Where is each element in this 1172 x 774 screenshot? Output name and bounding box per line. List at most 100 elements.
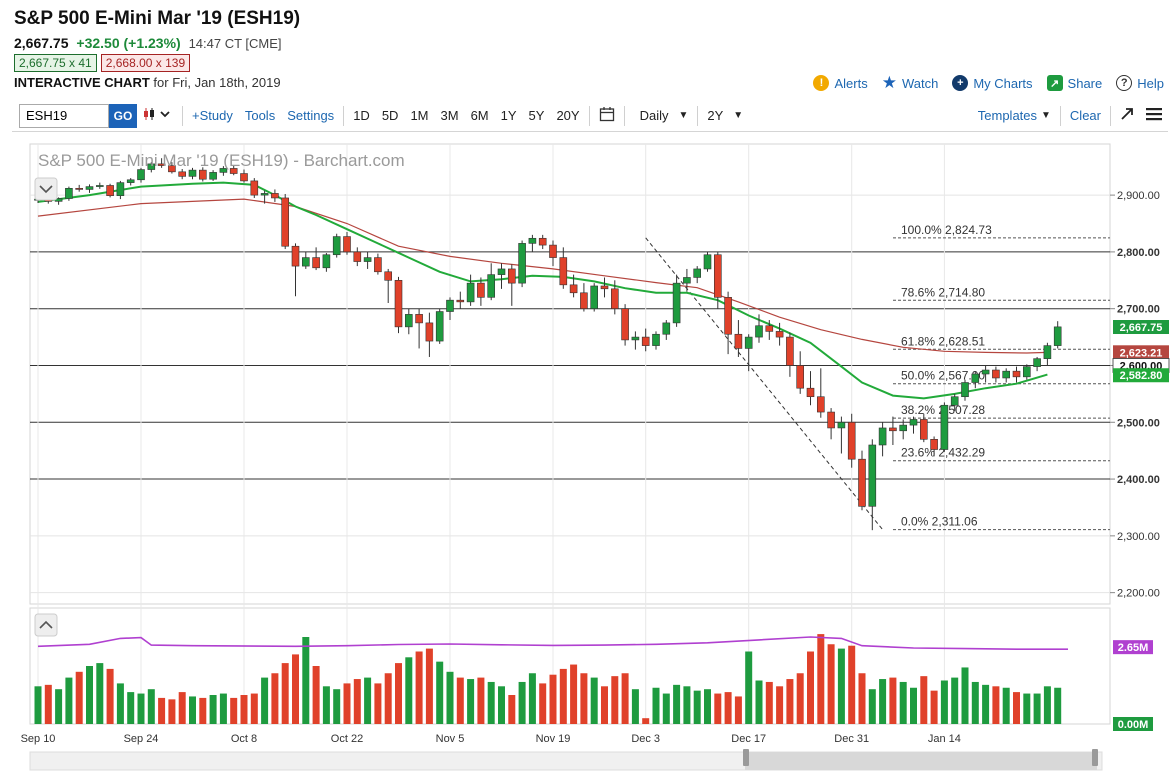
y-tick-label: 2,300.00 <box>1117 531 1160 543</box>
collapse-volume-button[interactable] <box>34 613 58 637</box>
candle-down <box>374 257 382 273</box>
chart-area[interactable]: 100.0% 2,824.73 78.6% 2,714.80 61.8% 2,628… <box>0 140 1172 774</box>
period-20y[interactable]: 20Y <box>556 108 580 123</box>
divider <box>182 105 183 126</box>
share-label: Share <box>1067 75 1103 91</box>
calendar-button[interactable] <box>593 106 621 125</box>
candle-down <box>796 365 805 389</box>
candle-down <box>786 336 794 366</box>
range-handle-right[interactable] <box>1092 749 1098 766</box>
volume-bar <box>549 674 557 724</box>
candle-up <box>435 311 444 342</box>
candle-down <box>415 314 423 324</box>
period-6m[interactable]: 6M <box>470 108 489 123</box>
candle-up <box>981 369 990 375</box>
period-1d[interactable]: 1D <box>353 108 370 123</box>
range-scrollbar[interactable] <box>29 749 1103 771</box>
candle-up <box>126 179 135 183</box>
candle-up <box>899 424 908 432</box>
period-3m[interactable]: 3M <box>440 108 459 123</box>
price-badge-label: 2,623.21 <box>1120 347 1163 359</box>
study-button[interactable]: +Study <box>192 108 233 123</box>
candle-down <box>600 285 609 290</box>
volume-bar <box>858 673 866 724</box>
chevron-down-icon: ▼ <box>1041 110 1051 121</box>
volume-bar <box>971 681 979 724</box>
tools-button[interactable]: Tools <box>244 108 276 123</box>
candle-down <box>724 297 732 335</box>
price-chart[interactable]: 100.0% 2,824.73 78.6% 2,714.80 61.8% 2,628… <box>0 140 1172 774</box>
y-tick-label: 2,200.00 <box>1117 588 1160 600</box>
chevron-up-icon <box>39 620 53 629</box>
volume-bar <box>436 661 444 724</box>
volume-bar <box>75 671 83 724</box>
calendar-icon <box>599 107 614 122</box>
volume-bar <box>745 651 753 724</box>
go-button[interactable]: GO <box>109 103 137 128</box>
chart-type-button[interactable] <box>137 107 179 124</box>
x-tick-label: Jan 14 <box>928 733 961 745</box>
candle-up <box>693 268 702 278</box>
candle-up <box>1043 345 1052 359</box>
volume-bar <box>127 692 135 724</box>
volume-avg-line <box>37 636 1068 650</box>
volume-bar <box>920 676 928 724</box>
volume-bar <box>137 693 145 724</box>
period-5y[interactable]: 5Y <box>528 108 545 123</box>
x-tick-label: Nov 19 <box>536 733 571 745</box>
interval-dropdown[interactable]: Daily ▼ <box>634 108 695 123</box>
candle-up <box>466 282 475 303</box>
candle-down <box>580 292 588 309</box>
divider <box>343 105 345 126</box>
volume-bar <box>868 689 876 724</box>
candle-up <box>363 257 372 262</box>
help-icon: ? <box>1116 75 1133 91</box>
volume-bar <box>827 644 835 724</box>
range-handle-left[interactable] <box>743 749 749 766</box>
expand-button[interactable] <box>1114 107 1140 124</box>
volume-bar <box>1054 687 1062 724</box>
symbol-input[interactable] <box>19 103 109 128</box>
alerts-link[interactable]: ! Alerts <box>813 75 868 91</box>
candle-up <box>332 236 341 256</box>
period-5d[interactable]: 5D <box>381 108 399 123</box>
candle-up <box>528 237 537 244</box>
candle-up <box>652 333 660 346</box>
price-badge-label: 2,582.80 <box>1120 370 1163 382</box>
candle-up <box>744 336 753 349</box>
volume-bar <box>786 679 794 724</box>
volume-bar <box>322 686 330 724</box>
volume-bar <box>910 687 917 724</box>
hamburger-icon <box>1146 108 1162 121</box>
candle-down <box>806 387 815 398</box>
volume-bar <box>271 673 279 724</box>
volume-bar <box>333 689 341 724</box>
candle-down <box>549 244 557 258</box>
candle-up <box>85 186 94 190</box>
mycharts-link[interactable]: + My Charts <box>952 75 1033 91</box>
period-1y[interactable]: 1Y <box>500 108 517 123</box>
candle-down <box>456 299 465 303</box>
templates-dropdown[interactable]: Templates ▼ <box>972 108 1057 123</box>
volume-bar <box>86 666 93 724</box>
watch-link[interactable]: ★ Watch <box>882 73 939 93</box>
candle-up <box>518 243 526 284</box>
share-link[interactable]: ↗ Share <box>1046 75 1103 91</box>
volume-bar <box>261 677 269 724</box>
collapse-price-button[interactable] <box>34 177 58 201</box>
menu-button[interactable] <box>1140 107 1168 124</box>
x-tick-label: Oct 22 <box>331 733 363 745</box>
clear-button[interactable]: Clear <box>1069 108 1101 123</box>
volume-bar <box>796 673 804 724</box>
candle-down <box>858 458 866 507</box>
candle-up <box>497 268 506 275</box>
help-link[interactable]: ? Help <box>1116 75 1164 91</box>
ic-title: INTERACTIVE CHART <box>14 75 150 90</box>
chevron-down-icon <box>39 185 53 194</box>
period-1m[interactable]: 1M <box>410 108 429 123</box>
range-dropdown[interactable]: 2Y ▼ <box>701 108 749 123</box>
volume-bar <box>642 718 650 724</box>
x-tick-label: Nov 5 <box>436 733 465 745</box>
settings-button[interactable]: Settings <box>287 108 335 123</box>
volume-bar <box>889 677 897 724</box>
